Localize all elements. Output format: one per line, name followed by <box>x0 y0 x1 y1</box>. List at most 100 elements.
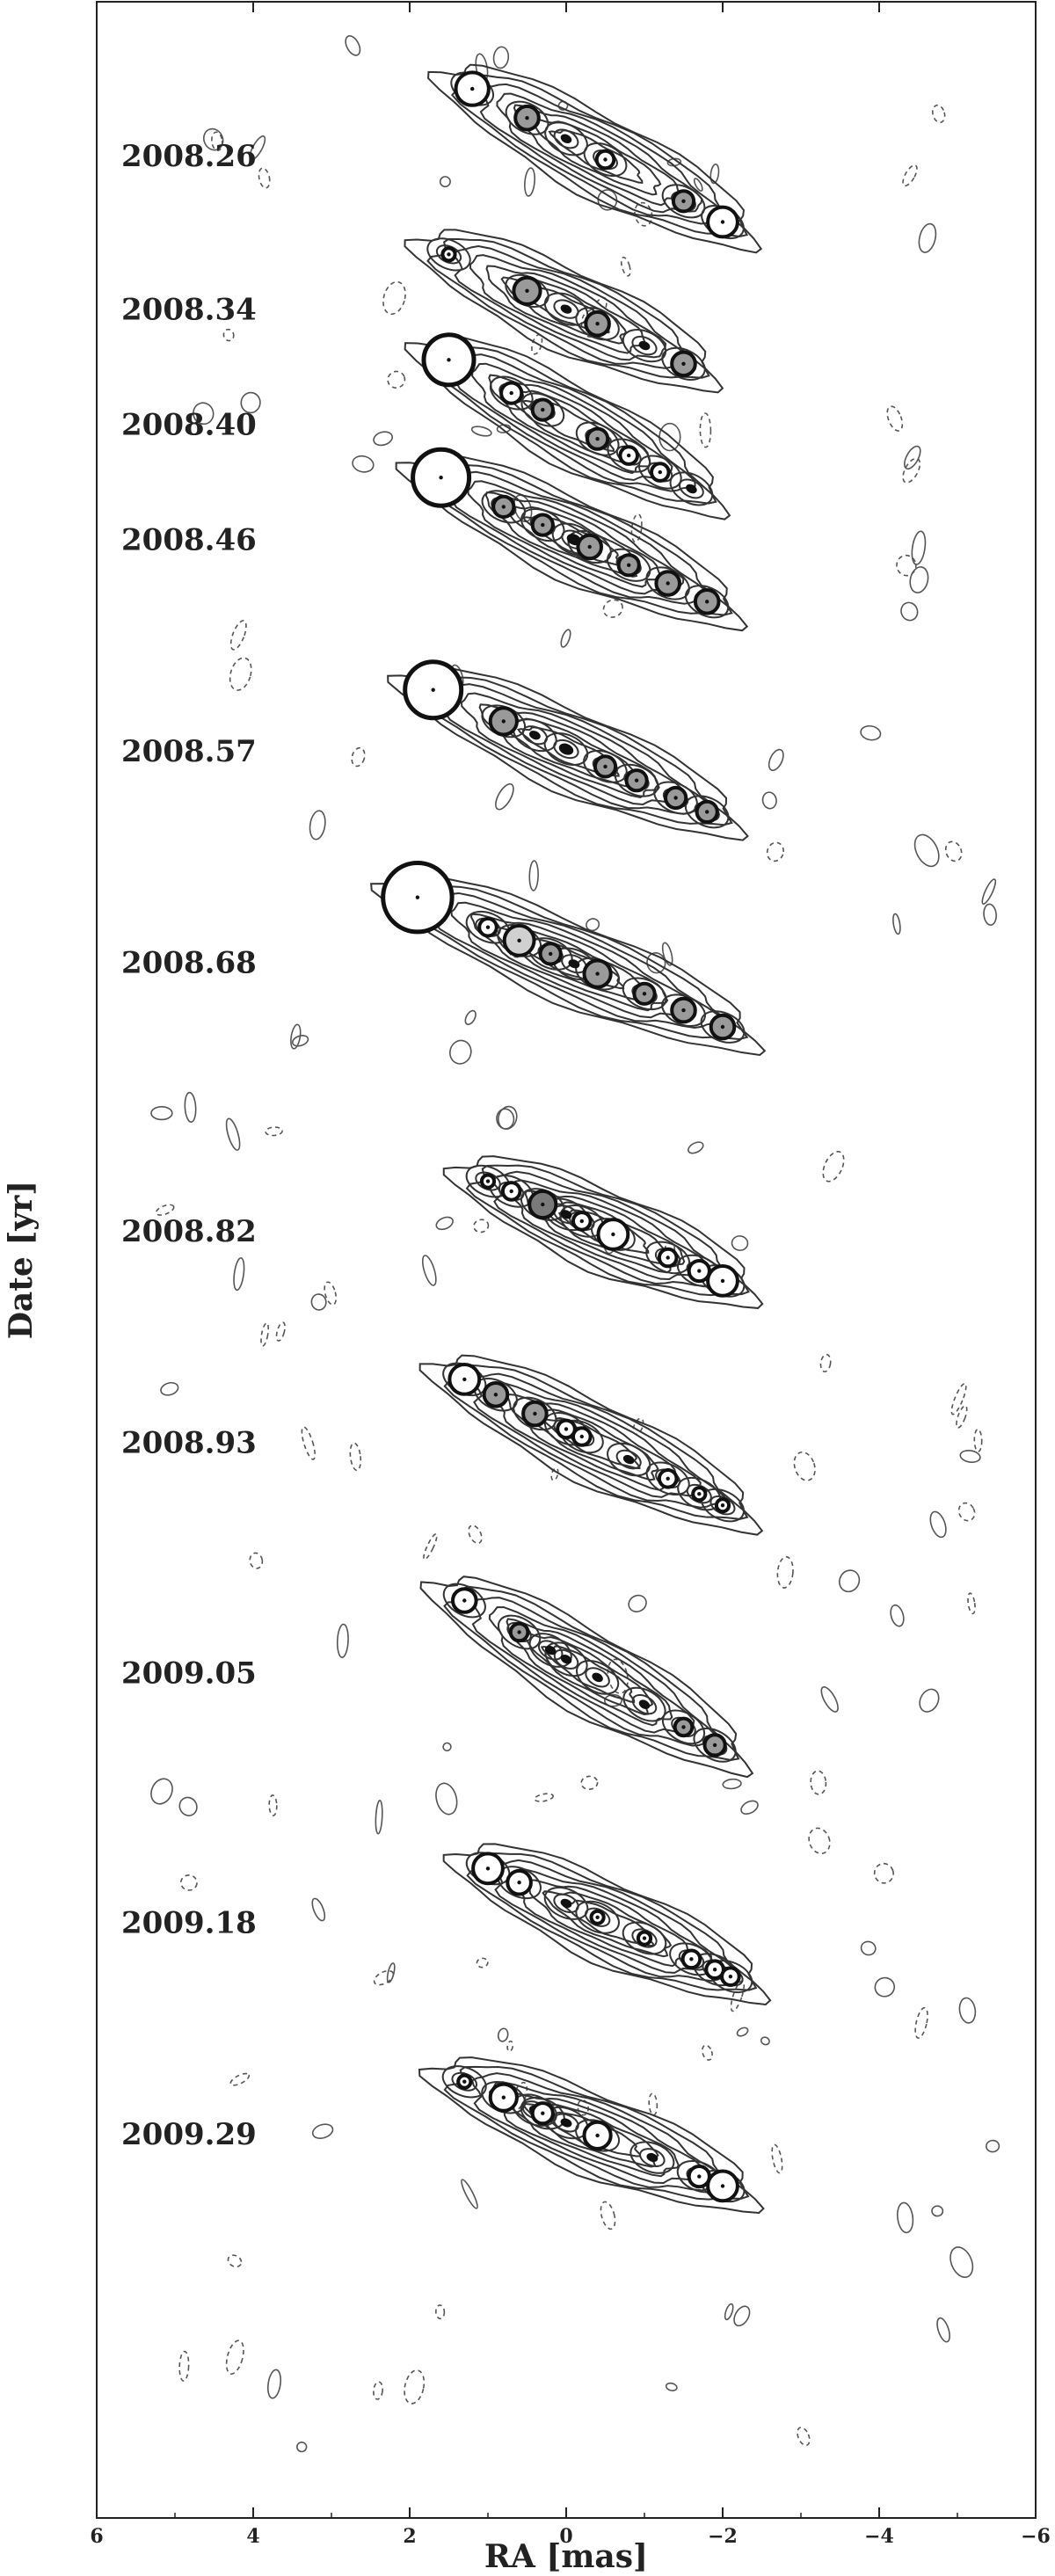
noise-contour <box>724 2303 734 2321</box>
epoch-label: 2008.46 <box>121 523 257 558</box>
noise-contour <box>442 1742 452 1752</box>
model-component <box>530 513 555 537</box>
core-contour <box>622 329 667 363</box>
noise-contour <box>352 455 375 473</box>
model-component <box>560 1655 572 1664</box>
model-component <box>622 1454 635 1465</box>
noise-contour <box>959 1450 981 1463</box>
noise-contour <box>986 2139 1000 2153</box>
model-component <box>499 381 524 405</box>
noise-contour <box>967 1592 976 1615</box>
noise-contour <box>628 1594 647 1612</box>
model-component <box>521 1400 549 1428</box>
noise-contour <box>886 405 904 432</box>
jet-contour <box>485 265 646 354</box>
noise-contour <box>586 918 600 932</box>
model-component <box>670 996 697 1024</box>
model-component <box>664 785 688 811</box>
noise-contour <box>736 2027 749 2037</box>
jet-contour <box>484 491 662 588</box>
jet-contour <box>404 229 724 394</box>
noise-contour <box>761 791 777 810</box>
model-component <box>411 447 472 508</box>
epoch-label: 2008.26 <box>121 139 257 174</box>
noise-contour <box>909 566 929 593</box>
noise-contour <box>498 1105 518 1130</box>
noise-contour <box>324 1281 338 1306</box>
model-component <box>506 1868 533 1896</box>
model-component <box>508 1621 530 1643</box>
noise-contour <box>449 1039 472 1065</box>
x-tick-label: 0 <box>559 2525 572 2548</box>
model-component <box>586 426 610 451</box>
noise-contour <box>434 2304 446 2320</box>
model-component <box>589 1909 606 1925</box>
model-component <box>471 1852 505 1886</box>
model-component <box>512 275 542 306</box>
noise-contour <box>506 2040 514 2052</box>
model-component <box>454 70 491 107</box>
model-component <box>500 1181 522 1202</box>
epoch-label: 2008.93 <box>121 1426 257 1461</box>
model-component <box>421 332 477 388</box>
noise-contour <box>202 127 224 151</box>
core-contour <box>693 1728 737 1763</box>
model-component <box>657 1468 679 1489</box>
model-component <box>650 462 671 483</box>
model-component <box>560 1898 572 1909</box>
model-component <box>624 768 649 793</box>
core-contour <box>575 307 620 341</box>
x-axis: 6 4 2 0 −2 −4 −6 <box>90 2 1051 2548</box>
model-component <box>686 484 697 494</box>
noise-contour <box>873 1862 894 1884</box>
jet-contour <box>488 1606 695 1735</box>
core-contour <box>553 739 579 760</box>
model-component <box>544 1645 557 1655</box>
jet-contour <box>488 374 652 475</box>
model-component <box>560 2118 572 2128</box>
noise-contour <box>900 601 919 622</box>
model-component <box>636 1930 653 1947</box>
noise-contour <box>373 431 393 447</box>
noise-contour <box>524 167 535 197</box>
jet-contour <box>404 334 731 520</box>
model-component <box>560 1210 572 1219</box>
noise-contour <box>896 554 917 577</box>
jet-contour <box>516 726 620 777</box>
noise-contour <box>439 176 451 188</box>
model-component <box>568 959 580 969</box>
model-component <box>670 350 697 378</box>
noise-contour <box>776 1555 794 1589</box>
noise-contour <box>184 1091 197 1124</box>
x-tick-label: −6 <box>1021 2525 1051 2548</box>
noise-contour <box>819 1353 832 1372</box>
model-component <box>706 205 739 239</box>
noise-contour <box>160 1381 179 1396</box>
noise-contour <box>268 1794 278 1816</box>
jet-contour <box>387 665 749 841</box>
noise-contour <box>771 2143 783 2174</box>
noise-contour <box>577 2099 589 2116</box>
jet-contour <box>418 1354 764 1536</box>
noise-contour <box>301 1426 316 1460</box>
core-contour <box>661 993 706 1027</box>
noise-contour <box>382 280 406 316</box>
model-component <box>654 570 682 597</box>
model-component <box>714 1497 731 1514</box>
noise-contour <box>911 530 927 565</box>
model-component <box>488 706 519 737</box>
noise-contour <box>150 1105 173 1121</box>
epoch-label: 2008.40 <box>121 408 257 443</box>
core-contour <box>498 1614 542 1650</box>
noise-contour <box>950 2246 974 2278</box>
model-component <box>706 1264 739 1298</box>
core-contour <box>631 1694 658 1715</box>
noise-contour <box>580 1775 599 1791</box>
model-component <box>528 1189 558 1220</box>
jet-contour <box>450 901 694 1019</box>
noise-contour <box>309 810 326 840</box>
noise-contour <box>386 1962 396 1983</box>
noise-contour <box>665 2382 678 2391</box>
jet-contour <box>524 1190 686 1274</box>
